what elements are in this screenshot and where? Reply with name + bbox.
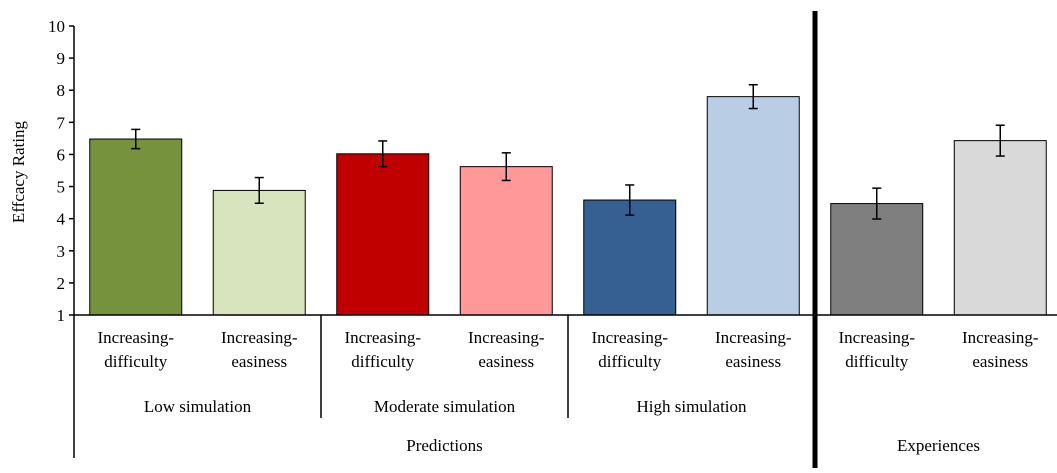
group-label: Moderate simulation	[374, 397, 516, 416]
group-label: Low simulation	[144, 397, 252, 416]
bars	[89, 96, 1047, 316]
group-dividers	[73, 11, 818, 468]
category-label: Increasing-	[221, 328, 298, 347]
supergroup-label: Experiences	[897, 436, 980, 455]
y-tick-label: 9	[57, 49, 66, 68]
x-axis: Increasing-difficulty Increasing-easiness…	[74, 314, 1057, 455]
error-bars	[131, 84, 1005, 220]
bar	[212, 189, 306, 316]
y-tick-label: 5	[57, 178, 66, 197]
group-label: High simulation	[636, 397, 747, 416]
y-tick-label: 7	[57, 113, 66, 132]
supergroup-label: Predictions	[406, 436, 483, 455]
y-tick-label: 3	[57, 242, 66, 261]
category-label: Increasing-	[592, 328, 669, 347]
bar	[89, 138, 183, 316]
bar	[953, 140, 1047, 316]
y-tick-label: 6	[57, 145, 66, 164]
y-axis-title: Effcacy Rating	[9, 120, 28, 223]
category-label: difficulty	[598, 352, 661, 371]
y-tick-label: 1	[57, 306, 66, 325]
category-label: easiness	[478, 352, 534, 371]
category-label: easiness	[725, 352, 781, 371]
category-label: Increasing-	[962, 328, 1039, 347]
category-label: Increasing-	[839, 328, 916, 347]
category-label: Increasing-	[468, 328, 545, 347]
bar	[336, 153, 430, 316]
y-tick-label: 10	[48, 17, 65, 36]
y-tick-label: 2	[57, 274, 66, 293]
category-label: difficulty	[351, 352, 414, 371]
y-tick-label: 8	[57, 81, 66, 100]
category-label: Increasing-	[345, 328, 422, 347]
category-label: Increasing-	[98, 328, 175, 347]
category-label: difficulty	[845, 352, 908, 371]
category-label: Increasing-	[715, 328, 792, 347]
bar	[830, 203, 924, 316]
category-label: easiness	[972, 352, 1028, 371]
category-label: difficulty	[104, 352, 167, 371]
bar	[459, 166, 553, 316]
bar	[583, 199, 677, 316]
y-axis: 1 2 3 4 5 6 7 8 9 10	[48, 17, 75, 325]
y-tick-label: 4	[57, 210, 66, 229]
category-label: easiness	[231, 352, 287, 371]
bar	[706, 96, 800, 316]
